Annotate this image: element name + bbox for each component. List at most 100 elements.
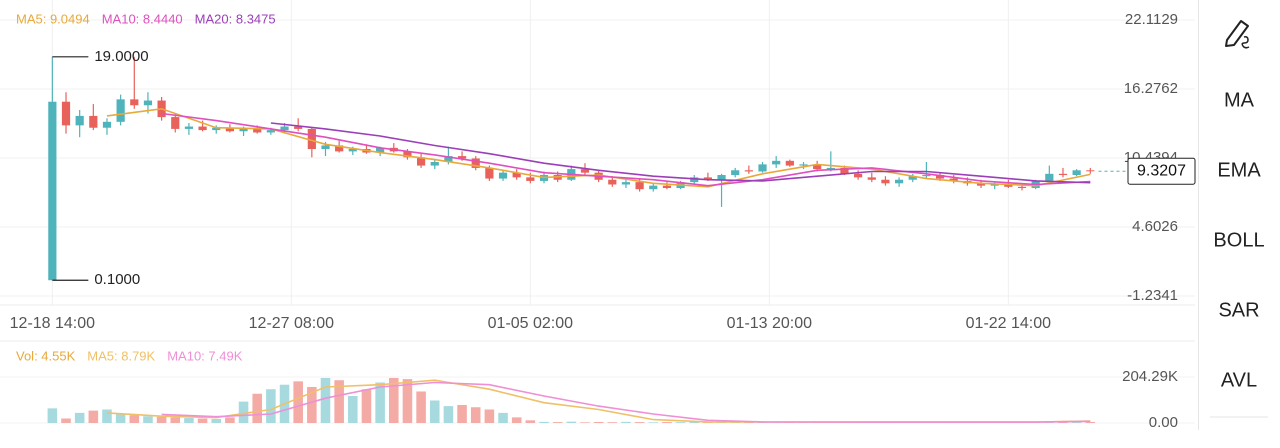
candle-body	[335, 145, 344, 152]
candle-body	[184, 126, 194, 129]
volume-bar	[170, 417, 181, 423]
candle-body	[253, 128, 262, 133]
volume-bar	[1071, 422, 1082, 423]
candle-body	[294, 126, 303, 129]
volume-bar	[102, 409, 112, 423]
candle-body	[881, 179, 890, 184]
candle-body	[485, 167, 494, 179]
candle-body	[1086, 170, 1095, 172]
draw-tool-icon[interactable]	[1225, 20, 1250, 49]
pencil-icon[interactable]	[1225, 20, 1249, 47]
candle-body	[662, 185, 672, 189]
candle-body	[102, 121, 112, 128]
candle-body	[280, 126, 289, 131]
volume-bar	[402, 379, 413, 423]
candle-body	[744, 170, 753, 172]
candle-body	[894, 179, 904, 184]
volume-bar	[129, 415, 140, 423]
candle-body	[212, 127, 221, 131]
candle-body	[61, 101, 71, 126]
volume-bar	[634, 422, 645, 423]
volume-bar	[1085, 421, 1096, 423]
volume-bar	[498, 412, 508, 423]
volume-bar	[416, 391, 426, 423]
extreme-label: 0.1000	[94, 271, 140, 288]
volume-bar	[539, 421, 549, 423]
volume-bar	[156, 416, 167, 423]
extreme-label: 19.0000	[94, 48, 148, 65]
indicator-button[interactable]: BOLL	[1213, 229, 1264, 251]
candle-body	[826, 167, 835, 170]
volume-bar	[88, 410, 99, 423]
candle-body	[703, 177, 712, 180]
y-tick-label: 204.29K	[1122, 368, 1178, 385]
candle-body	[935, 175, 945, 179]
volume-bar	[252, 393, 262, 423]
candle-body	[321, 145, 330, 150]
candle-body	[416, 157, 426, 166]
volume-bar	[47, 408, 58, 423]
candle-body	[48, 101, 57, 281]
candle-body	[75, 115, 84, 126]
indicator-button[interactable]: EMA	[1217, 159, 1261, 181]
volume-bar	[211, 418, 222, 423]
x-tick-label: 01-13 20:00	[727, 315, 813, 332]
volume-bar	[238, 401, 249, 423]
sidebar: MA EMA BOLL SAR AVL	[1213, 89, 1264, 391]
candle-body	[649, 185, 658, 190]
candle-body	[130, 99, 139, 106]
volume-bar	[580, 422, 590, 423]
candle-body	[376, 147, 385, 153]
volume-bar	[375, 382, 385, 423]
y-tick-label: 0.00	[1149, 414, 1178, 431]
candle-body	[198, 126, 207, 131]
x-tick-label: 01-22 14:00	[966, 315, 1052, 332]
ma-line	[270, 122, 1091, 184]
volume-bar	[389, 377, 399, 423]
candle-body	[239, 128, 248, 132]
candle-body	[621, 182, 631, 185]
volume-bar	[621, 421, 631, 423]
candle-body	[785, 160, 794, 166]
volume-bar	[293, 381, 303, 423]
indicator-button[interactable]: MA	[1224, 89, 1255, 111]
volume-panel: 0.00 204.29K Vol: 4.55K MA5: 8.79K MA10: 7.4…	[0, 348, 1195, 431]
candle-body	[949, 178, 958, 181]
candle-body	[1017, 186, 1027, 189]
indicator-button[interactable]: SAR	[1218, 299, 1259, 321]
candle-body	[457, 156, 467, 159]
candle-body	[990, 184, 999, 186]
candle-body	[471, 158, 480, 168]
legend-entry: MA10: 7.49K	[167, 348, 242, 363]
volume-bar	[607, 422, 618, 423]
indicator-button[interactable]: AVL	[1221, 369, 1257, 391]
candle-body	[512, 172, 521, 178]
volume-bar	[184, 418, 194, 423]
plot-area: 12-18 14:00 12-27 08:00 01-05 02:00 01-13 2…	[0, 0, 1196, 431]
volume-bar	[511, 417, 522, 423]
volume-bar	[525, 420, 536, 423]
x-tick-label: 01-05 02:00	[488, 315, 574, 332]
pencil-icon-s[interactable]	[1241, 36, 1250, 49]
volume-bar	[334, 380, 344, 423]
volume-bar	[457, 404, 467, 423]
candle-body	[1072, 170, 1081, 176]
legend-entry: MA20: 8.3475	[195, 11, 276, 26]
volume-bar	[443, 406, 454, 423]
volume-bar	[348, 395, 358, 423]
candle-body	[143, 100, 153, 106]
x-tick-label: 12-18 14:00	[10, 315, 96, 332]
candle-body	[348, 149, 357, 152]
candle-body	[430, 162, 439, 166]
candle-body	[526, 177, 535, 181]
volume-bar	[675, 422, 686, 423]
candle-body	[1058, 173, 1068, 176]
candle-body	[1045, 173, 1054, 181]
ma-line	[161, 112, 1091, 187]
candle-body	[171, 117, 180, 129]
candle-body	[908, 176, 917, 180]
candle-body	[731, 170, 740, 176]
candle-body	[116, 99, 125, 122]
volume-bar	[429, 400, 440, 423]
